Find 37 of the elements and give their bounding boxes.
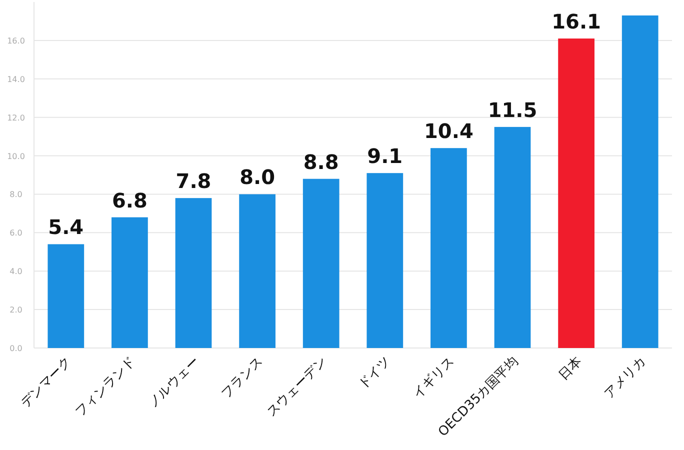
data-label: 8.0 — [240, 165, 276, 190]
x-tick-label: デンマーク — [18, 354, 75, 411]
y-tick-label: 4.0 — [10, 267, 22, 276]
bar — [430, 148, 467, 348]
y-tick-label: 8.0 — [10, 190, 22, 200]
bar — [302, 178, 340, 348]
y-tick-label: 2.0 — [10, 306, 22, 315]
bar — [558, 38, 594, 348]
x-tick-label: フィンランド — [72, 354, 139, 420]
data-label: 11.5 — [488, 98, 538, 122]
bar — [494, 126, 531, 348]
data-label: 6.8 — [112, 188, 148, 212]
data-label: 16.1 — [552, 10, 601, 34]
data-label: 7.8 — [176, 169, 212, 194]
x-tick-label: イギリス — [410, 354, 458, 402]
y-tick-label: 10.0 — [7, 152, 25, 161]
y-tick-label: 0.0 — [10, 344, 22, 353]
data-label: 5.4 — [48, 215, 84, 240]
bar — [366, 173, 404, 348]
y-tick-label: 12.0 — [7, 113, 25, 122]
x-tick-label: アメリカ — [602, 354, 649, 402]
bar — [622, 15, 658, 348]
bar — [112, 217, 148, 348]
bar — [48, 244, 84, 348]
x-tick-label: スウェーデン — [264, 354, 330, 420]
bar — [175, 198, 212, 348]
y-tick-label: 14.0 — [7, 74, 25, 84]
x-tick-label: 日本 — [556, 354, 586, 384]
data-label: 10.4 — [424, 119, 474, 144]
data-label: 8.8 — [303, 150, 339, 174]
y-tick-label: 6.0 — [10, 228, 22, 238]
x-tick-label: ノルウェー — [146, 354, 202, 411]
data-label: 9.1 — [367, 144, 403, 168]
y-tick-label: 16.0 — [7, 36, 25, 46]
bar — [239, 194, 276, 348]
x-tick-label: ドイツ — [356, 354, 394, 392]
x-tick-label: フランス — [218, 354, 266, 402]
